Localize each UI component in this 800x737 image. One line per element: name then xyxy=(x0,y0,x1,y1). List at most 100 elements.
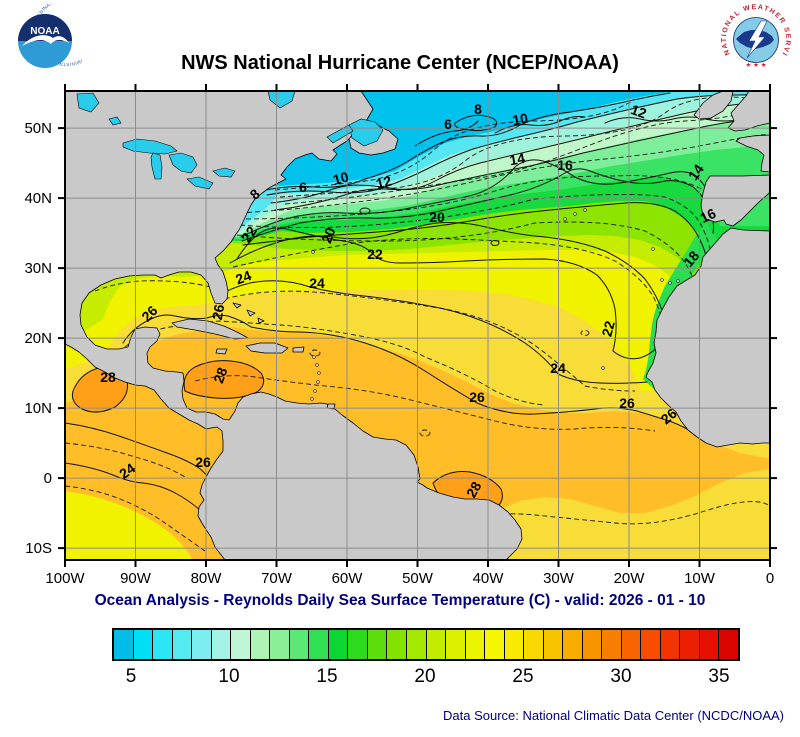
colorbar-cell xyxy=(210,630,231,659)
colorbar-cell xyxy=(152,630,172,659)
colorbar-cell xyxy=(288,630,309,659)
map-caption: Ocean Analysis - Reynolds Daily Sea Surf… xyxy=(94,592,706,609)
contour-label: 14 xyxy=(508,150,526,168)
lat-label: 50N xyxy=(24,120,52,137)
colorbar-tick-label: 5 xyxy=(125,666,137,687)
lat-label: 10S xyxy=(25,540,52,557)
colorbar xyxy=(112,628,740,661)
colorbar-cell xyxy=(679,630,699,659)
contour-label: 8 xyxy=(474,101,482,117)
colorbar-cell xyxy=(484,630,504,659)
contour-label: 26 xyxy=(195,454,211,470)
colorbar-cell xyxy=(114,630,133,659)
colorbar-cell xyxy=(523,630,543,659)
contour-label: 16 xyxy=(557,157,573,173)
nws-logo: NATIONAL WEATHER SERVICE ★ ★ ★ xyxy=(720,4,791,75)
colorbar-cell xyxy=(405,630,426,659)
contour-label: 28 xyxy=(100,369,116,385)
colorbar-cell xyxy=(269,630,289,659)
small-islands xyxy=(310,208,680,401)
noaa-emblem-top xyxy=(18,14,72,41)
lon-label: 10W xyxy=(684,570,716,587)
lat-label: 30N xyxy=(24,260,52,277)
lon-label: 80W xyxy=(191,570,223,587)
lon-label: 30W xyxy=(543,570,575,587)
colorbar-cell xyxy=(386,630,406,659)
contour-label: 26 xyxy=(209,303,227,321)
colorbar-cell xyxy=(445,630,465,659)
lon-label: 50W xyxy=(402,570,434,587)
lon-label: 20W xyxy=(614,570,646,587)
contour-label: 24 xyxy=(550,360,566,376)
axis-ticks xyxy=(58,84,777,567)
contour-labels: 6 8 10 12 8 6 10 12 14 16 14 16 18 22 20… xyxy=(100,101,718,500)
lon-axis: 100W 90W 80W 70W 60W 50W 40W 30W 20W 10W… xyxy=(45,570,774,587)
colorbar-cell xyxy=(171,630,192,659)
noaa-logo: NATIONAL OCEANIC AND ATMOSPHERIC ADMINIS… xyxy=(8,4,82,77)
colorbar-cell xyxy=(581,630,602,659)
france xyxy=(735,134,771,173)
contour-label: 20 xyxy=(429,209,445,225)
colorbar-tick-label: 20 xyxy=(414,666,436,687)
americas-landmass xyxy=(64,90,523,561)
contour-label: 28 xyxy=(463,479,485,501)
colorbar-cell xyxy=(464,630,485,659)
colorbar-cell xyxy=(230,630,250,659)
colorbar-cell xyxy=(425,630,446,659)
contour-label: 6 xyxy=(299,179,307,195)
colorbar-tick-label: 25 xyxy=(512,666,534,687)
contour-label: 28 xyxy=(210,365,230,385)
lon-label: 100W xyxy=(45,570,85,587)
colorbar-cell xyxy=(308,630,328,659)
noaa-acronym: NOAA xyxy=(30,26,59,37)
contour-label: 20 xyxy=(318,225,338,245)
colorbar-cell xyxy=(620,630,641,659)
colorbar-tick-label: 15 xyxy=(316,666,338,687)
contour-label: 10 xyxy=(331,168,350,188)
lon-label: 40W xyxy=(473,570,505,587)
colorbar-cell xyxy=(718,630,738,659)
page-title: NWS National Hurricane Center (NCEP/NOAA… xyxy=(181,52,619,74)
data-source-caption: Data Source: National Climatic Data Cent… xyxy=(443,708,784,723)
colorbar-cell xyxy=(601,630,621,659)
bahamas xyxy=(232,302,265,324)
nws-stars: ★ ★ ★ xyxy=(745,61,766,69)
sst-map: 6 8 10 12 8 6 10 12 14 16 14 16 18 22 20… xyxy=(24,84,777,587)
graticule xyxy=(65,91,770,560)
lon-label: 60W xyxy=(332,570,364,587)
contour-label: 26 xyxy=(469,389,485,405)
lat-label: 20N xyxy=(24,330,52,347)
contour-label: 6 xyxy=(444,116,452,132)
contour-label: 22 xyxy=(367,246,383,262)
iberia xyxy=(700,174,771,227)
contour-label: 24 xyxy=(233,267,253,287)
jamaica xyxy=(215,348,228,355)
colorbar-cell xyxy=(132,630,153,659)
nws-lightning-icon xyxy=(746,20,768,59)
lat-label: 10N xyxy=(24,400,52,417)
lat-label: 0 xyxy=(44,470,52,487)
lon-label: 90W xyxy=(120,570,152,587)
lat-axis: 50N 40N 30N 20N 10N 0 10S xyxy=(24,120,52,557)
colorbar-cell xyxy=(327,630,348,659)
colorbar-cell xyxy=(249,630,270,659)
colorbar-tick-label: 30 xyxy=(610,666,632,687)
colorbar-cell xyxy=(640,630,660,659)
colorbar-cell xyxy=(366,630,387,659)
lon-label: 70W xyxy=(261,570,293,587)
colorbar-cell xyxy=(503,630,524,659)
lat-label: 40N xyxy=(24,190,52,207)
noaa-gull-icon xyxy=(22,35,69,46)
ireland xyxy=(693,90,734,120)
lon-label: 0 xyxy=(766,570,774,587)
colorbar-cell xyxy=(347,630,367,659)
contour-label: 24 xyxy=(309,275,325,291)
colorbar-tick-label: 35 xyxy=(708,666,730,687)
contour-label: 16 xyxy=(697,205,718,226)
colorbar-cell xyxy=(659,630,680,659)
colorbar-cell xyxy=(698,630,719,659)
hispaniola xyxy=(245,342,289,354)
colorbar-cell xyxy=(562,630,582,659)
nw-africa xyxy=(645,227,771,448)
